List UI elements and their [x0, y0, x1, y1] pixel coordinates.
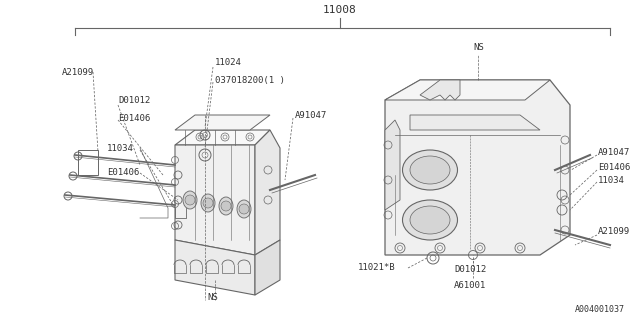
Text: 037018200(1 ): 037018200(1 )	[215, 76, 285, 84]
Polygon shape	[175, 240, 255, 295]
Text: E01406: E01406	[107, 167, 140, 177]
Text: A61001: A61001	[454, 281, 486, 290]
Circle shape	[203, 198, 213, 208]
Text: 11021*B: 11021*B	[358, 263, 396, 273]
Text: A91047: A91047	[598, 148, 630, 156]
Text: NS: NS	[474, 43, 484, 52]
Text: E01406: E01406	[118, 114, 150, 123]
Text: D01012: D01012	[118, 95, 150, 105]
Polygon shape	[175, 145, 255, 255]
Polygon shape	[385, 120, 400, 210]
Circle shape	[185, 195, 195, 205]
Text: 11034: 11034	[598, 175, 625, 185]
Circle shape	[239, 204, 249, 214]
Ellipse shape	[410, 206, 450, 234]
Text: D01012: D01012	[454, 266, 486, 275]
Text: 11008: 11008	[323, 5, 357, 15]
Ellipse shape	[410, 156, 450, 184]
Text: E01406: E01406	[598, 163, 630, 172]
Ellipse shape	[183, 191, 197, 209]
Polygon shape	[385, 80, 570, 255]
Text: A21099: A21099	[598, 228, 630, 236]
Text: 11024: 11024	[215, 58, 242, 67]
Ellipse shape	[403, 200, 458, 240]
Text: A21099: A21099	[62, 68, 94, 76]
Polygon shape	[255, 240, 280, 295]
Circle shape	[221, 201, 231, 211]
Text: NS: NS	[207, 293, 218, 302]
Ellipse shape	[201, 194, 215, 212]
Ellipse shape	[237, 200, 251, 218]
Text: 11034: 11034	[107, 143, 134, 153]
Ellipse shape	[219, 197, 233, 215]
Text: A91047: A91047	[295, 110, 327, 119]
Polygon shape	[410, 115, 540, 130]
Polygon shape	[385, 80, 550, 100]
Polygon shape	[175, 115, 270, 130]
Polygon shape	[175, 130, 270, 145]
Text: A004001037: A004001037	[575, 306, 625, 315]
Polygon shape	[420, 80, 460, 100]
Polygon shape	[255, 130, 280, 255]
Ellipse shape	[403, 150, 458, 190]
